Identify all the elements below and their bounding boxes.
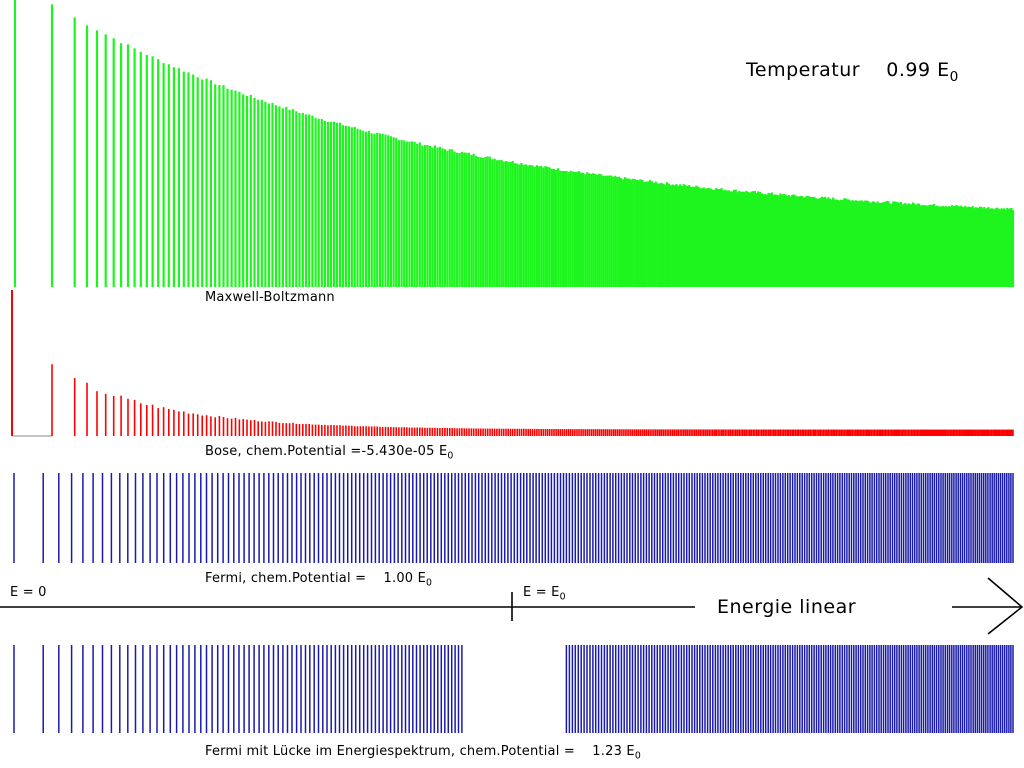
temperature-unit-sub: 0 [949, 68, 959, 85]
bose-bars [11, 290, 1014, 437]
bose-mu-unit-sub: 0 [447, 450, 454, 462]
axis-label: Energie linear [717, 596, 857, 618]
mb-label: Maxwell-Boltzmann [205, 290, 335, 305]
e-e0-text: E = E [523, 585, 560, 600]
fermi-gap-mu-value: 1.23 [592, 744, 623, 759]
bose-label-prefix: Bose, chem.Potential = [205, 444, 362, 459]
fermi-mu-unit-sub: 0 [426, 577, 433, 589]
energy-axis [0, 577, 1024, 635]
fermi-label: Fermi, chem.Potential = 1.00 E0 [205, 571, 433, 589]
e-e0-sub: 0 [559, 591, 566, 603]
bose-mu-unit: E [438, 444, 448, 459]
fermi-gap-mu-unit: E [626, 744, 635, 759]
temperature-value: 0.99 [886, 59, 931, 81]
fermi-label-prefix: Fermi, chem.Potential = [205, 571, 367, 586]
fermi-gap-mu-unit-sub: 0 [634, 750, 641, 762]
bose-mu-value: -5.430e-05 [361, 444, 435, 459]
maxwell-boltzmann-bars [14, 0, 1015, 287]
bose-label: Bose, chem.Potential =-5.430e-05 E0 [205, 444, 454, 462]
fermi-gap-label-prefix: Fermi mit Lücke im Energiespektrum, chem… [205, 744, 575, 759]
e-zero-label: E = 0 [10, 585, 47, 600]
fermi-gap-label: Fermi mit Lücke im Energiespektrum, chem… [205, 744, 641, 762]
fermi-bars [13, 473, 1014, 563]
fermi-gap-bars [13, 645, 1014, 733]
temperature-unit: E [937, 59, 950, 81]
temperature-readout: Temperatur 0.99 E0 [746, 59, 959, 84]
arrow-head-icon [987, 577, 1024, 635]
temperature-label: Temperatur [746, 59, 861, 81]
e-e0-label: E = E0 [523, 585, 566, 603]
fermi-mu-value: 1.00 [383, 571, 414, 586]
fermi-mu-unit: E [417, 571, 427, 586]
